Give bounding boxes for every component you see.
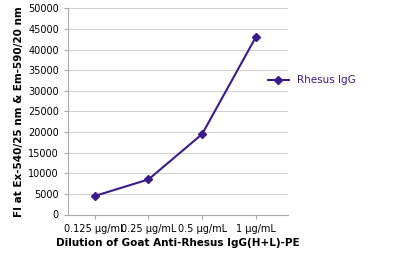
Rhesus IgG — [200, 133, 204, 136]
Rhesus IgG — [146, 178, 151, 181]
Rhesus IgG — [254, 35, 258, 39]
Legend: Rhesus IgG: Rhesus IgG — [264, 71, 360, 90]
Rhesus IgG — [92, 194, 97, 197]
Y-axis label: FI at Ex-540/25 nm & Em-590/20 nm: FI at Ex-540/25 nm & Em-590/20 nm — [14, 6, 24, 217]
X-axis label: Dilution of Goat Anti-Rhesus IgG(H+L)-PE: Dilution of Goat Anti-Rhesus IgG(H+L)-PE — [56, 238, 300, 248]
Line: Rhesus IgG: Rhesus IgG — [92, 34, 258, 199]
